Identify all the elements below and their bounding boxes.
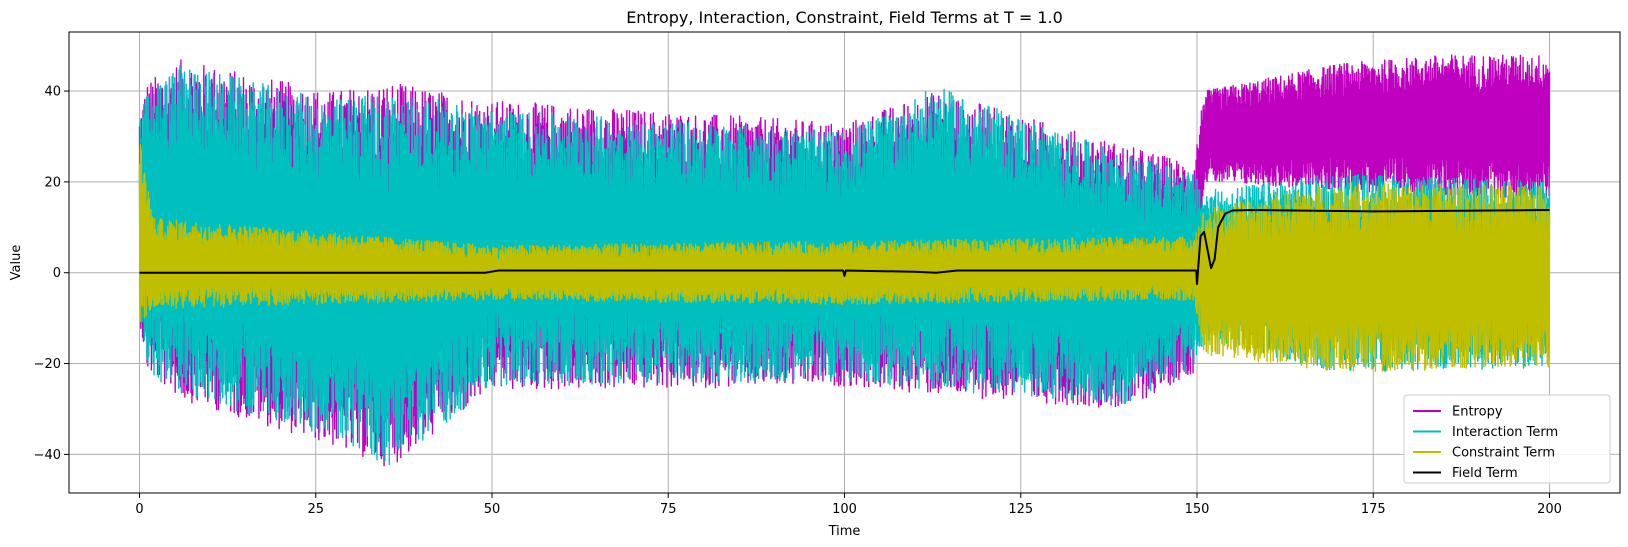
x-tick-label: 75 (660, 502, 677, 517)
legend-label: Field Term (1452, 466, 1518, 481)
chart-title: Entropy, Interaction, Constraint, Field … (626, 8, 1063, 27)
y-tick-label: −40 (34, 448, 61, 463)
x-tick-label: 100 (832, 502, 857, 517)
y-tick-label: −20 (34, 357, 61, 372)
x-axis-label: Time (828, 524, 861, 539)
y-tick-label: 40 (44, 85, 61, 100)
x-tick-label: 200 (1537, 502, 1562, 517)
x-tick-label: 25 (307, 502, 324, 517)
legend-label: Entropy (1452, 405, 1503, 420)
x-tick-label: 150 (1185, 502, 1210, 517)
y-tick-label: 0 (53, 266, 61, 281)
legend-label: Constraint Term (1452, 446, 1555, 461)
x-tick-label: 175 (1361, 502, 1386, 517)
legend-box (1403, 394, 1611, 484)
series-line (139, 209, 1550, 286)
axis-ticks: 0 25 50 75 100 125 150 175 200 −40 −20 0 20 40 (34, 85, 1562, 517)
x-tick-label: 0 (135, 502, 143, 517)
legend-label: Interaction Term (1452, 425, 1558, 440)
x-tick-label: 50 (484, 502, 501, 517)
y-tick-label: 20 (44, 175, 61, 190)
y-axis-label: Value (9, 245, 24, 281)
plot-area (138, 54, 1551, 467)
legend: Entropy Interaction Term Constraint Term Fi… (1403, 394, 1611, 484)
x-tick-label: 125 (1008, 502, 1033, 517)
